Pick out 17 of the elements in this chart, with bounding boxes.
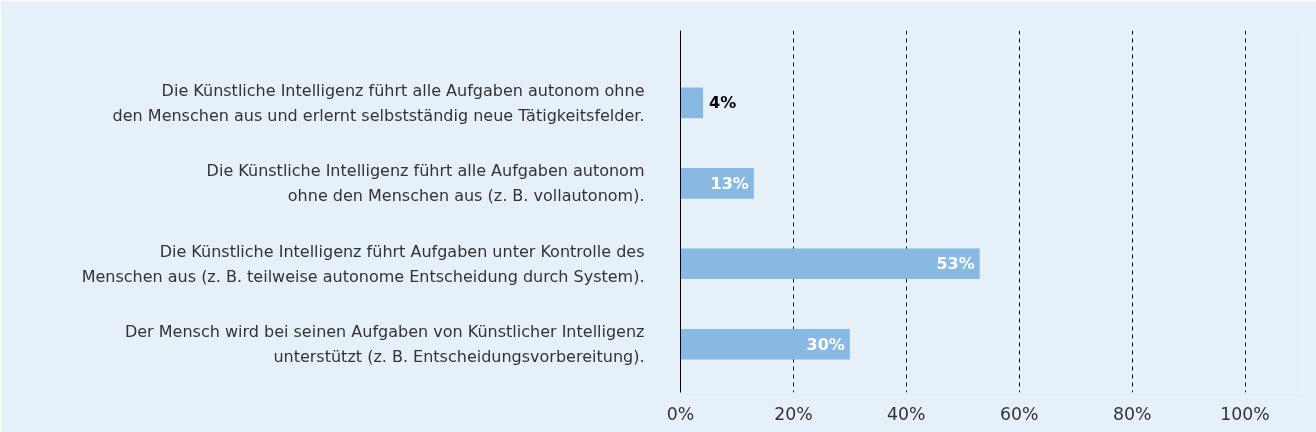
data-label: 30% bbox=[806, 334, 845, 354]
y-tick-label: Die Künstliche Intelligenz führt alle Aufgaben autonom ohne den Menschen aus und erlernt selbstständig neue Tätigkeitsfelder. bbox=[112, 81, 645, 125]
bar bbox=[680, 87, 704, 119]
x-tick-label: 40% bbox=[887, 403, 926, 424]
x-tick-label: 80% bbox=[1112, 403, 1152, 424]
x-tick-label: 20% bbox=[774, 403, 813, 424]
x-tick-label: 100% bbox=[1220, 403, 1270, 424]
data-label: 13% bbox=[710, 173, 749, 193]
bar bbox=[680, 328, 850, 360]
x-tick-label: 0% bbox=[666, 403, 695, 424]
data-label: 53% bbox=[936, 254, 975, 274]
bar bbox=[680, 248, 980, 280]
y-tick-label: Die Künstliche Intelligenz führt Aufgaben unter Kontrolle des Menschen aus (z. B. teilweise autonome Entscheidung durch System). bbox=[81, 241, 645, 286]
y-tick-label: Die Künstliche Intelligenz führt alle Aufgaben autonom ohne den Menschen aus (z. B. vollautonom). bbox=[206, 161, 645, 206]
data-label: 4% bbox=[709, 93, 737, 113]
x-tick-label: 60% bbox=[999, 403, 1039, 424]
y-tick-label: Der Mensch wird bei seinen Aufgaben von Künstlicher Intelligenz unterstützt (z. B. Entscheidungsvorbereitung). bbox=[124, 322, 645, 367]
